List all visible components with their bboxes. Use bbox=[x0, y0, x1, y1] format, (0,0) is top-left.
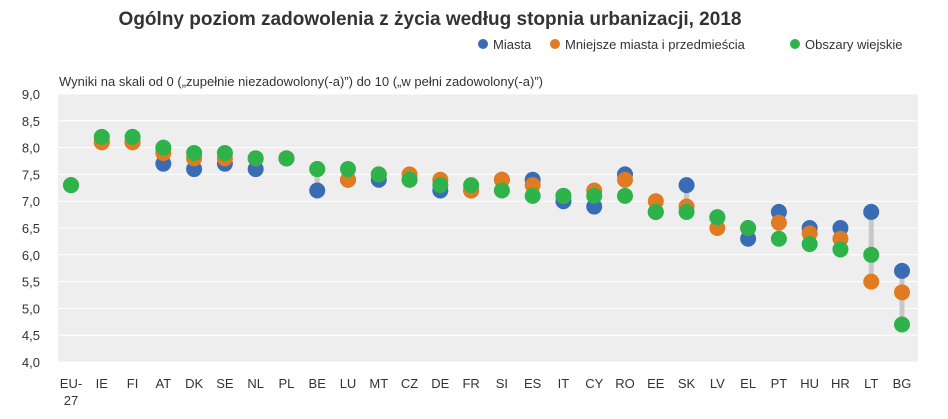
y-tick-label: 6,0 bbox=[22, 248, 40, 263]
data-point bbox=[401, 171, 418, 188]
x-tick-label: MT bbox=[369, 376, 388, 391]
data-point bbox=[493, 182, 510, 199]
data-point bbox=[186, 144, 203, 161]
x-tick-label: BE bbox=[309, 376, 327, 391]
legend-marker bbox=[550, 39, 560, 49]
y-tick-label: 5,0 bbox=[22, 301, 40, 316]
data-point bbox=[863, 203, 880, 220]
y-tick-label: 6,5 bbox=[22, 221, 40, 236]
data-point bbox=[740, 220, 757, 236]
data-point bbox=[617, 171, 633, 188]
y-tick-label: 8,0 bbox=[22, 141, 40, 156]
data-point bbox=[617, 187, 633, 204]
data-point bbox=[124, 128, 141, 145]
x-tick-label: CZ bbox=[401, 376, 418, 391]
data-point bbox=[709, 209, 726, 226]
data-point bbox=[63, 177, 79, 194]
x-tick-label: HU bbox=[800, 376, 819, 391]
y-tick-label: 7,5 bbox=[22, 167, 40, 182]
chart-subtitle: Wyniki na skali od 0 („zupełnie niezadow… bbox=[59, 74, 543, 89]
x-tick-label: HR bbox=[831, 376, 850, 391]
x-tick-label: RO bbox=[615, 376, 635, 391]
data-point bbox=[678, 203, 695, 220]
legend-marker bbox=[478, 39, 488, 49]
x-tick-label: FR bbox=[462, 376, 479, 391]
data-point bbox=[309, 161, 326, 178]
x-tick-label: AT bbox=[156, 376, 172, 391]
y-tick-label: 9,0 bbox=[22, 87, 40, 102]
data-point bbox=[801, 236, 818, 253]
x-tick-label: LT bbox=[864, 376, 878, 391]
data-points bbox=[63, 128, 910, 333]
x-tick-label: BG bbox=[893, 376, 912, 391]
data-point bbox=[647, 203, 664, 220]
legend-label: Mniejsze miasta i przedmieścia bbox=[565, 37, 746, 52]
x-tick-label: PT bbox=[771, 376, 788, 391]
data-point bbox=[216, 144, 233, 161]
legend-label: Obszary wiejskie bbox=[805, 37, 903, 52]
legend: Miasta Mniejsze miasta i przedmieścia Obsz… bbox=[478, 37, 903, 52]
data-point bbox=[247, 150, 264, 167]
x-tick-label: LV bbox=[710, 376, 725, 391]
data-point bbox=[678, 177, 695, 194]
series-Obszary wiejskie bbox=[63, 128, 910, 333]
x-tick-label: SE bbox=[216, 376, 234, 391]
x-axis-ticks: EU-27 IE FI AT DK SE NL PL BE LU MT CZ DE FR SI ES IT CY R… bbox=[60, 376, 912, 408]
x-tick-label: DE bbox=[431, 376, 449, 391]
data-point bbox=[863, 273, 880, 290]
data-point bbox=[432, 177, 449, 194]
x-tick-label: NL bbox=[247, 376, 264, 391]
y-tick-label: 8,5 bbox=[22, 114, 40, 129]
data-point bbox=[894, 262, 910, 279]
data-point bbox=[894, 316, 910, 333]
data-point bbox=[278, 150, 295, 167]
data-point bbox=[370, 166, 387, 183]
y-tick-label: 4,5 bbox=[22, 328, 40, 343]
y-tick-label: 5,5 bbox=[22, 275, 40, 290]
data-point bbox=[894, 284, 910, 301]
data-point bbox=[770, 230, 787, 247]
data-point bbox=[155, 139, 172, 156]
x-tick-label: FI bbox=[127, 376, 139, 391]
x-tick-label: EU-27 bbox=[60, 376, 82, 408]
data-point bbox=[93, 128, 110, 145]
y-tick-label: 7,0 bbox=[22, 194, 40, 209]
data-point bbox=[832, 241, 849, 258]
x-tick-label: PL bbox=[278, 376, 294, 391]
data-point bbox=[309, 182, 326, 199]
data-point bbox=[586, 187, 603, 204]
data-point bbox=[340, 161, 356, 178]
x-tick-label: CY bbox=[585, 376, 603, 391]
y-tick-label: 4,0 bbox=[22, 355, 40, 370]
x-tick-label: IT bbox=[558, 376, 570, 391]
x-tick-label: EE bbox=[647, 376, 665, 391]
data-point bbox=[463, 177, 480, 194]
x-tick-label: SI bbox=[496, 376, 508, 391]
legend-marker bbox=[790, 39, 800, 49]
chart-title: Ogólny poziom zadowolenia z życia według… bbox=[119, 9, 742, 30]
x-tick-label: EL bbox=[740, 376, 756, 391]
y-axis-ticks: 9,0 8,5 8,0 7,5 7,0 6,5 6,0 5,5 5,0 4,5 4,0 bbox=[22, 87, 40, 370]
x-tick-label: DK bbox=[185, 376, 203, 391]
data-point bbox=[555, 187, 572, 204]
x-tick-label: ES bbox=[524, 376, 542, 391]
grid-lines bbox=[58, 93, 918, 363]
data-point bbox=[524, 187, 541, 204]
data-point bbox=[770, 214, 787, 231]
x-tick-label: LU bbox=[340, 376, 357, 391]
legend-label: Miasta bbox=[493, 37, 532, 52]
x-tick-label: IE bbox=[96, 376, 109, 391]
data-point bbox=[863, 246, 880, 263]
x-tick-label: SK bbox=[678, 376, 696, 391]
